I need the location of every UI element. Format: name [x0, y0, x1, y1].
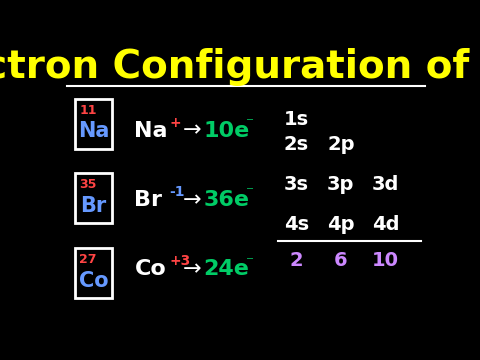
Text: 3s: 3s: [284, 175, 309, 194]
Text: 4d: 4d: [372, 215, 399, 234]
Text: 11: 11: [79, 104, 97, 117]
Text: Co: Co: [79, 271, 108, 291]
Text: 4s: 4s: [284, 215, 309, 234]
Text: Na: Na: [134, 121, 168, 140]
Text: 10e: 10e: [203, 121, 250, 140]
Text: 3d: 3d: [372, 175, 399, 194]
Text: →: →: [183, 259, 202, 279]
Text: +: +: [170, 116, 181, 130]
Text: 24e: 24e: [203, 259, 249, 279]
Bar: [75, 174, 112, 223]
Text: -1: -1: [170, 185, 185, 199]
Text: 36e: 36e: [203, 190, 249, 210]
Text: 6: 6: [334, 251, 348, 270]
Text: Br: Br: [134, 190, 162, 210]
Text: →: →: [183, 121, 202, 140]
Text: ⁻: ⁻: [246, 254, 254, 269]
Text: 27: 27: [79, 253, 97, 266]
Text: 2p: 2p: [327, 135, 355, 154]
Text: 2s: 2s: [284, 135, 309, 154]
Text: 10: 10: [372, 251, 399, 270]
Text: +3: +3: [170, 255, 191, 268]
Bar: [75, 248, 112, 298]
Text: 4p: 4p: [327, 215, 355, 234]
Text: 1s: 1s: [284, 110, 309, 129]
Text: 35: 35: [79, 179, 96, 192]
Text: Br: Br: [80, 196, 107, 216]
Text: 3p: 3p: [327, 175, 355, 194]
Text: 2: 2: [289, 251, 303, 270]
Text: →: →: [183, 190, 202, 210]
Text: ⁻: ⁻: [246, 185, 254, 199]
Text: Electron Configuration of Ions: Electron Configuration of Ions: [0, 48, 480, 86]
Text: Co: Co: [134, 259, 166, 279]
Text: Na: Na: [78, 121, 109, 141]
Text: ⁻: ⁻: [246, 115, 254, 130]
Bar: [75, 99, 112, 149]
